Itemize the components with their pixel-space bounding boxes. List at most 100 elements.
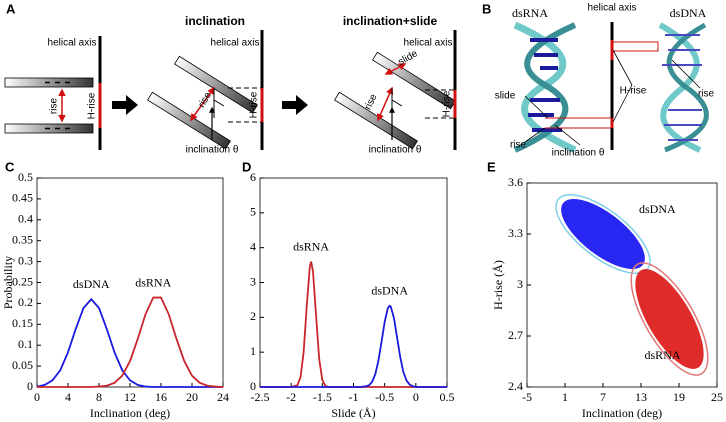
leader — [524, 49, 701, 146]
rise-label: rise — [698, 89, 715, 100]
x-tick-label: 20 — [186, 390, 198, 404]
y-tick-label: 3.3 — [508, 226, 523, 240]
panel-label: B — [482, 1, 491, 16]
y-tick-label: 1 — [250, 344, 256, 358]
point-cloud — [635, 269, 704, 369]
h-rise-label: H-rise — [442, 90, 453, 117]
base-rod — [147, 91, 231, 150]
axis-label: helical axis — [588, 3, 637, 14]
guide — [545, 41, 659, 129]
y-tick-label: 0 — [27, 379, 33, 393]
x-tick-label: 16 — [155, 390, 167, 404]
sub-title: inclination — [185, 14, 245, 28]
y-tick-label: 5 — [250, 205, 256, 219]
series-label: dsDNA — [73, 277, 110, 291]
rise-label: rise — [49, 98, 60, 115]
y-axis-label: Probability — [1, 256, 15, 309]
y-tick-label: 0.3 — [18, 253, 33, 267]
y-tick-label: 0 — [250, 379, 256, 393]
h-rise-label: H-rise — [620, 86, 647, 97]
panel-label: E — [487, 159, 496, 174]
x-tick-label: 0 — [34, 390, 40, 404]
series-label: dsRNA — [645, 348, 681, 362]
x-tick-label: -2 — [286, 390, 296, 404]
x-tick-label: 0.5 — [440, 390, 455, 404]
y-tick-label: 2.7 — [508, 328, 523, 342]
h-rise-label: H-rise — [249, 91, 260, 118]
rna-bases — [528, 38, 562, 132]
series-label: dsDNA — [639, 202, 676, 216]
h-rise-bar — [610, 40, 614, 60]
x-tick-label: 8 — [96, 390, 102, 404]
dsdna-label: dsDNA — [670, 6, 707, 20]
inclination-label: inclination θ — [369, 145, 422, 156]
x-axis-label: Inclination (deg) — [90, 406, 170, 420]
axis-label: helical axis — [48, 38, 97, 49]
panel-label: D — [242, 159, 251, 174]
h-rise-label: H-rise — [87, 92, 98, 119]
panel-a: A rise helical axis H-rise inclination h… — [4, 1, 457, 156]
cloud-outline — [555, 193, 651, 275]
y-tick-label: 6 — [250, 170, 256, 184]
series-line — [260, 304, 447, 388]
y-tick-label: 3.6 — [508, 175, 523, 189]
h-rise-bar — [260, 88, 264, 122]
panel-label: A — [6, 1, 16, 16]
x-tick-label: 1 — [562, 390, 568, 404]
angle-mark — [391, 88, 403, 116]
rise-label: rise — [196, 90, 214, 110]
slide-label: slide — [495, 91, 516, 102]
rise-arrow — [376, 86, 394, 122]
x-tick-label: -1.5 — [313, 390, 332, 404]
axis-label: helical axis — [211, 38, 260, 49]
x-tick-label: 25 — [711, 390, 723, 404]
y-tick-label: 0.2 — [18, 295, 33, 309]
x-tick-label: 13 — [635, 390, 647, 404]
y-tick-label: 0.1 — [18, 337, 33, 351]
dsrna-label: dsRNA — [512, 6, 548, 20]
dashed-guide — [228, 87, 262, 123]
h-rise-bar — [98, 83, 102, 128]
x-tick-label: 0 — [413, 390, 419, 404]
plot-frame — [259, 177, 448, 388]
h-rise-bar — [610, 118, 614, 128]
x-tick-label: 7 — [600, 390, 606, 404]
panel-label: C — [5, 159, 15, 174]
slide-label: slide — [396, 48, 420, 68]
series-line — [36, 297, 223, 388]
series-label: dsDNA — [371, 284, 408, 298]
rise-label: rise — [510, 140, 527, 151]
x-tick-label: 4 — [65, 390, 71, 404]
y-tick-label: 0.35 — [12, 232, 33, 246]
y-tick-label: 3 — [517, 277, 523, 291]
x-axis-label: Inclination (deg) — [582, 406, 662, 420]
y-tick-label: 3 — [250, 274, 256, 288]
x-tick-label: 24 — [217, 390, 229, 404]
panel-b: B helical axis dsRNA dsDNA slide H-rise … — [482, 1, 714, 158]
series-line — [260, 261, 447, 388]
x-axis-label: Slide (Å) — [331, 406, 375, 420]
series-line — [37, 296, 224, 388]
y-tick-label: 0.05 — [12, 358, 33, 372]
point-cloud — [561, 199, 645, 269]
y-axis-label: H-rise (Å) — [491, 260, 505, 310]
h-rise-bar — [453, 90, 457, 118]
y-tick-label: 2.4 — [508, 379, 523, 393]
dashed-guide — [425, 89, 455, 119]
x-tick-label: -1 — [349, 390, 359, 404]
series-label: dsRNA — [135, 275, 171, 289]
plot-frame — [36, 177, 224, 388]
y-tick-label: 0.45 — [12, 191, 33, 205]
x-tick-label: -0.5 — [375, 390, 394, 404]
x-tick-label: -5 — [522, 390, 532, 404]
cloud-outline — [630, 262, 709, 376]
rise-arrow — [190, 86, 215, 122]
arrow — [282, 95, 308, 115]
rod-marks — [45, 81, 70, 130]
inclination-label: inclination θ — [186, 145, 239, 156]
dna-strand — [658, 22, 702, 153]
y-tick-label: 2 — [250, 309, 256, 323]
y-tick-label: 0.15 — [12, 316, 33, 330]
x-tick-label: 12 — [124, 390, 136, 404]
